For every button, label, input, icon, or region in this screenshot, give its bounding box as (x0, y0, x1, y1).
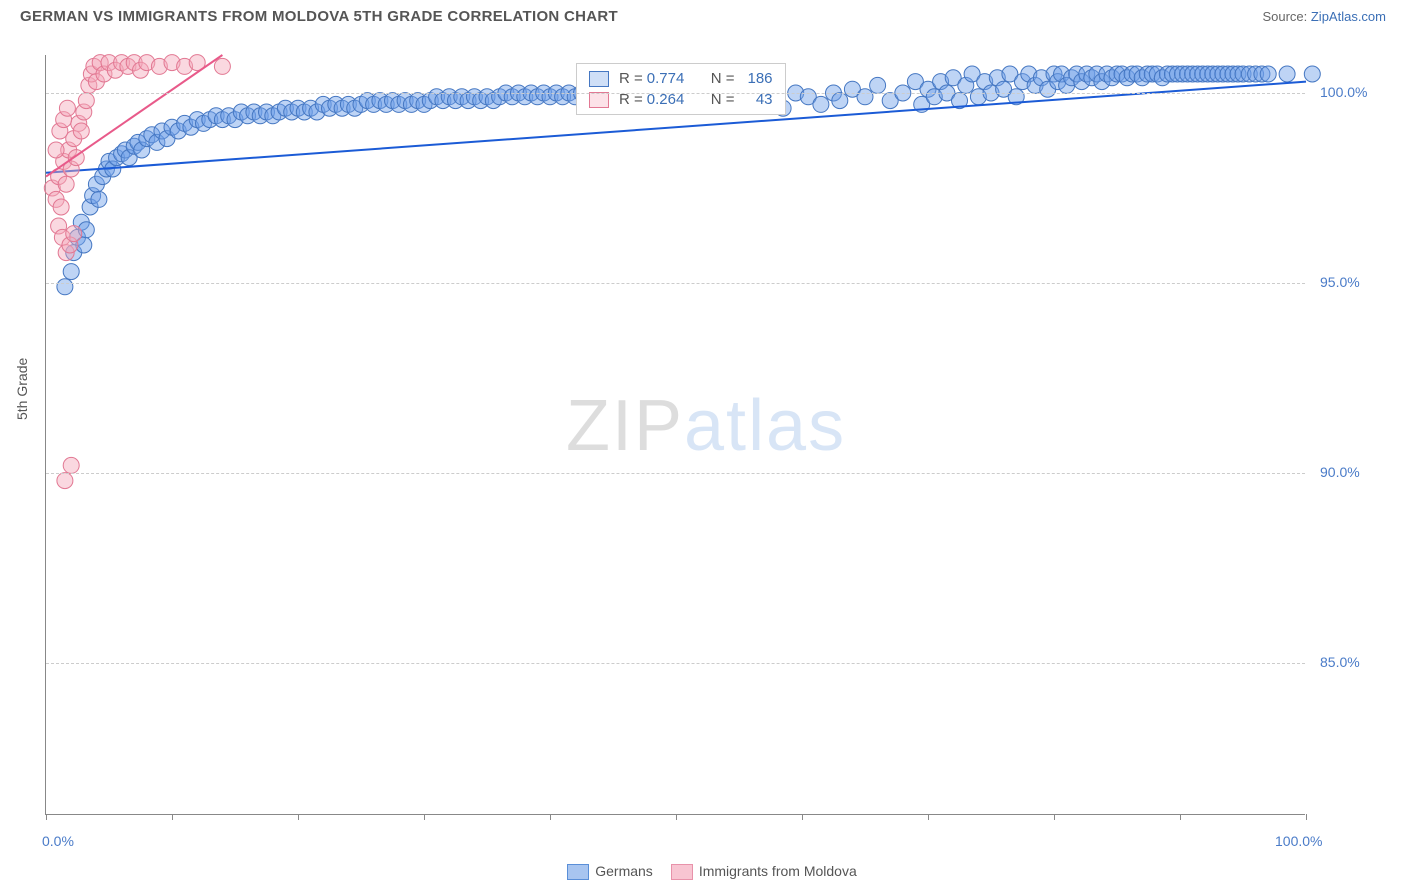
data-point-germans (832, 93, 848, 109)
x-axis-max-label: 100.0% (1275, 833, 1322, 849)
gridline-h (46, 283, 1305, 284)
chart-header: GERMAN VS IMMIGRANTS FROM MOLDOVA 5TH GR… (0, 0, 1406, 29)
legend-label: Immigrants from Moldova (699, 863, 857, 879)
y-tick-label: 90.0% (1320, 464, 1360, 480)
data-point-moldova (73, 123, 89, 139)
legend-swatch (671, 864, 693, 880)
stats-n-label: N = (711, 70, 735, 87)
data-point-germans (63, 264, 79, 280)
gridline-h (46, 663, 1305, 664)
data-point-moldova (78, 93, 94, 109)
chart-source: Source: ZipAtlas.com (1262, 9, 1386, 24)
data-point-moldova (214, 58, 230, 74)
x-tick (298, 814, 299, 820)
data-point-moldova (66, 226, 82, 242)
x-tick (676, 814, 677, 820)
data-point-germans (870, 77, 886, 93)
data-point-moldova (53, 199, 69, 215)
x-axis-min-label: 0.0% (42, 833, 74, 849)
y-axis-label: 5th Grade (14, 358, 30, 420)
data-point-germans (1260, 66, 1276, 82)
x-tick (46, 814, 47, 820)
x-tick (1054, 814, 1055, 820)
y-tick-label: 85.0% (1320, 654, 1360, 670)
data-point-germans (1279, 66, 1295, 82)
gridline-h (46, 93, 1305, 94)
gridline-h (46, 473, 1305, 474)
x-tick (424, 814, 425, 820)
stats-row-germans: R = 0.774 N = 186 (577, 68, 785, 89)
correlation-stats-box: R = 0.774N = 186R = 0.264N = 43 (576, 63, 786, 115)
x-tick (1306, 814, 1307, 820)
y-tick-label: 100.0% (1320, 84, 1367, 100)
x-tick (928, 814, 929, 820)
y-tick-label: 95.0% (1320, 274, 1360, 290)
chart-plot-area: ZIPatlas R = 0.774N = 186R = 0.264N = 43 (45, 55, 1305, 815)
stats-r-label: R = (619, 70, 643, 87)
data-point-moldova (57, 473, 73, 489)
x-tick (1180, 814, 1181, 820)
data-point-moldova (63, 457, 79, 473)
data-point-moldova (48, 142, 64, 158)
data-point-germans (57, 279, 73, 295)
data-point-germans (1304, 66, 1320, 82)
legend-label: Germans (595, 863, 653, 879)
x-tick (802, 814, 803, 820)
data-point-moldova (58, 176, 74, 192)
data-point-germans (857, 89, 873, 105)
x-tick (172, 814, 173, 820)
x-tick (550, 814, 551, 820)
data-point-germans (91, 191, 107, 207)
legend: Germans Immigrants from Moldova (0, 863, 1406, 880)
stats-n-value: 186 (739, 70, 773, 87)
chart-title: GERMAN VS IMMIGRANTS FROM MOLDOVA 5TH GR… (20, 8, 618, 25)
data-point-moldova (59, 100, 75, 116)
scatter-plot-svg (46, 55, 1305, 814)
source-link[interactable]: ZipAtlas.com (1311, 9, 1386, 24)
stats-r-value: 0.774 (647, 70, 697, 87)
stats-swatch (589, 71, 609, 87)
data-point-germans (813, 96, 829, 112)
legend-swatch (567, 864, 589, 880)
